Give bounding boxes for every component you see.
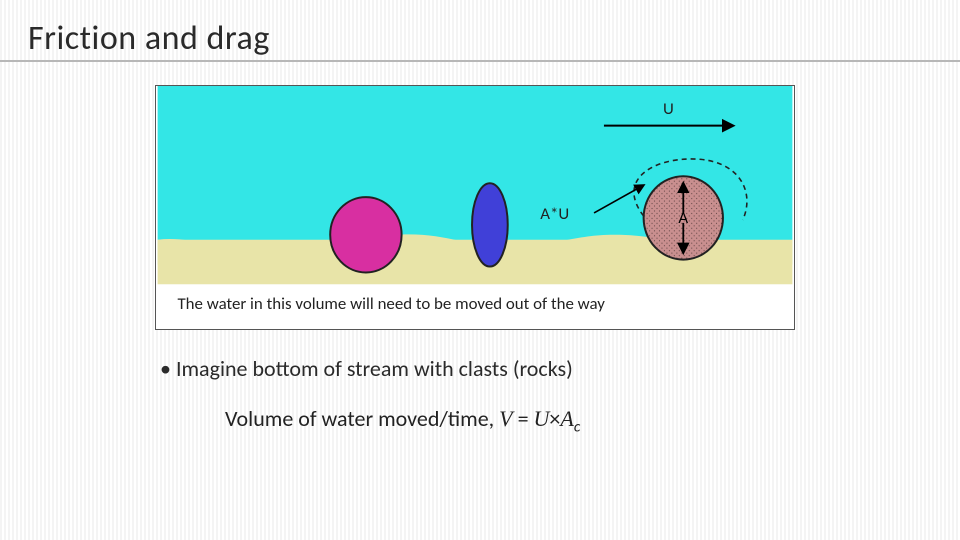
formula-V: V <box>499 406 512 431</box>
svg-text:A*U: A*U <box>540 203 569 224</box>
stream-diagram: UA*UAThe water in this volume will need … <box>155 85 795 330</box>
svg-text:The water in this volume will: The water in this volume will need to be… <box>177 293 605 314</box>
formula-A: A <box>560 406 573 431</box>
bullet-text: • Imagine bottom of stream with clasts (… <box>160 355 573 382</box>
slide-title: Friction and drag <box>28 18 270 59</box>
svg-text:U: U <box>663 98 674 119</box>
formula-eq: = <box>513 405 534 432</box>
slide-root: Friction and drag U A*U A The water in this… <box>0 0 960 540</box>
bullet-content: Imagine bottom of stream with clasts (ro… <box>176 355 573 382</box>
title-underline <box>0 60 960 62</box>
formula-times: × <box>549 405 560 432</box>
volume-formula: Volume of water moved/time, V = U×Ac <box>225 405 580 436</box>
formula-c: c <box>574 417 580 436</box>
stream-diagram-svg: UA*UAThe water in this volume will need … <box>156 86 794 329</box>
formula-U: U <box>534 406 550 431</box>
formula-prefix: Volume of water moved/time, <box>225 405 499 432</box>
